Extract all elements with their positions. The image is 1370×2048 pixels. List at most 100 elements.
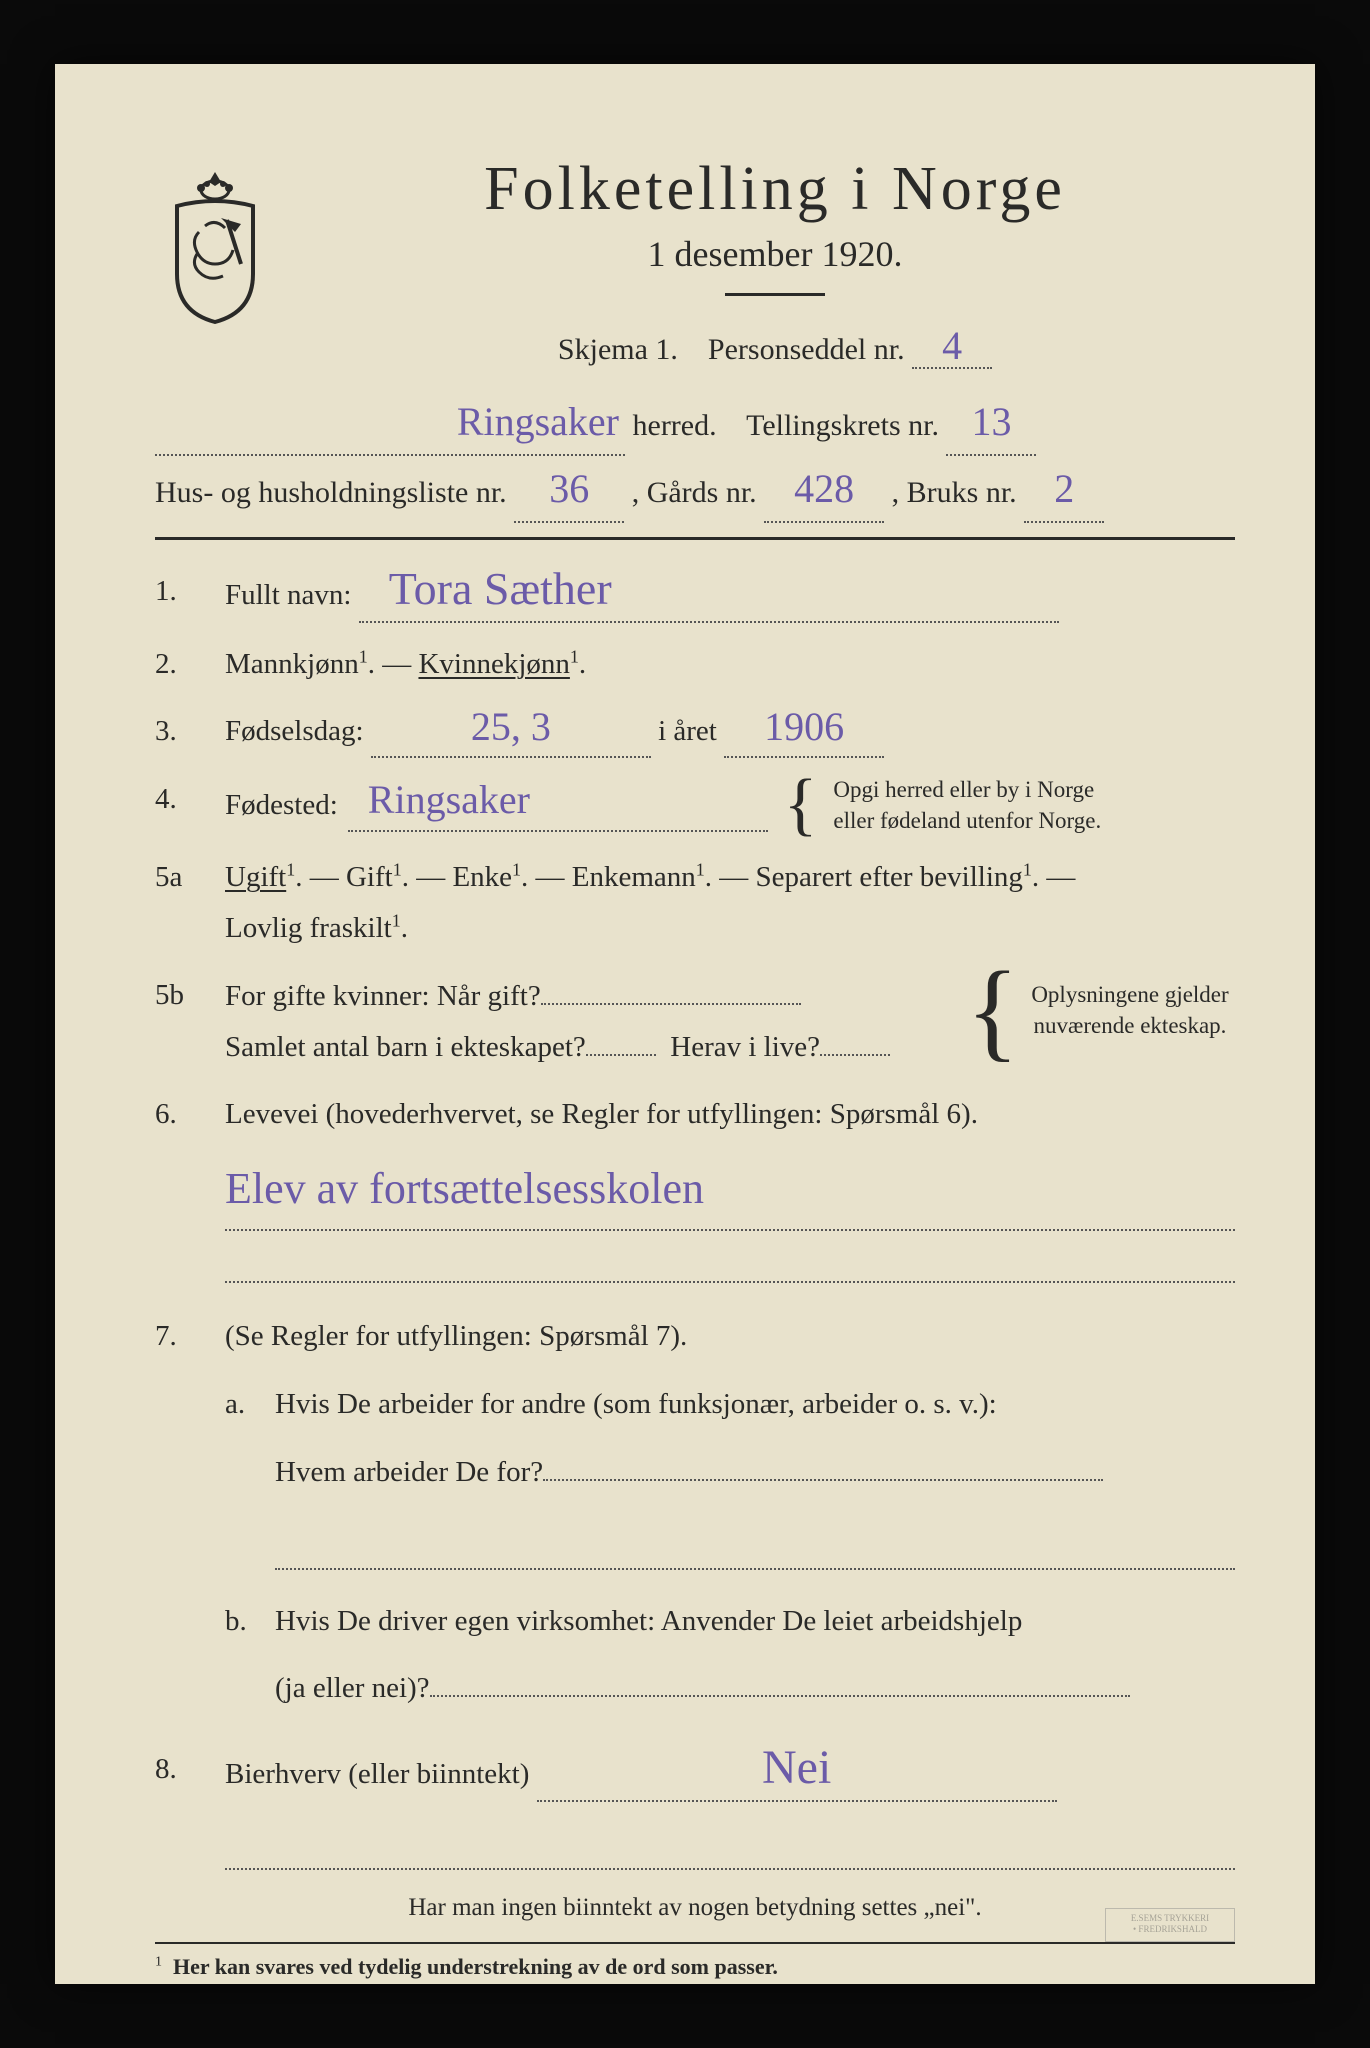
gards-nr: 428 (794, 469, 854, 509)
q5b-note: Oplysningene gjelder nuværende ekteskap. (1025, 979, 1235, 1041)
q5b-sidenote: { Oplysningene gjelder nuværende ekteska… (960, 966, 1235, 1054)
subtitle: 1 desember 1920. (315, 233, 1235, 275)
printer-stamp: E.SEMS TRYKKERI• FREDRIKSHALD (1105, 1908, 1235, 1942)
personseddel-nr: 4 (942, 326, 962, 366)
personseddel-nr-field: 4 (912, 326, 992, 369)
herred-suffix: herred. (633, 409, 717, 442)
q7b-text2: (ja eller nei)? (275, 1672, 430, 1704)
skjema-line: Skjema 1. Personseddel nr. 4 (315, 326, 1235, 369)
q6-blank (225, 1239, 1235, 1283)
q5a-opt2: Enke (452, 861, 512, 893)
q2-num: 2. (155, 639, 225, 690)
q3-mid: i året (658, 715, 724, 747)
footnote-rule (155, 1942, 1235, 1944)
q1-field: Tora Sæther (359, 566, 1059, 623)
husliste-field: 36 (514, 464, 624, 523)
q8: 8. Bierhverv (eller biinntekt) Nei (155, 1744, 1235, 1882)
q6: 6. Levevei (hovederhvervet, se Regler fo… (155, 1089, 1235, 1295)
q1-value: Tora Sæther (389, 566, 612, 612)
q5a-opt1: Gift (346, 861, 393, 893)
q2-dash: — (382, 648, 418, 680)
divider-top (155, 537, 1235, 540)
q4-label: Fødested: (225, 780, 338, 831)
q5b-num: 5b (155, 970, 225, 1073)
footnote-text: Her kan svares ved tydelig understreknin… (173, 1954, 778, 1979)
q1: 1. Fullt navn: Tora Sæther (155, 566, 1235, 623)
q5a-opt4: Separert efter bevilling (756, 861, 1023, 893)
herred-field: Ringsaker (155, 397, 625, 456)
q2: 2. Mannkjønn1. — Kvinnekjønn1. (155, 639, 1235, 690)
q6-value: Elev av fortsættelsesskolen (225, 1150, 1235, 1231)
q5b-l1: For gifte kvinner: Når gift? (225, 980, 541, 1012)
tellingskrets-field: 13 (946, 397, 1036, 456)
q3-day: 25, 3 (471, 707, 551, 747)
q8-num: 8. (155, 1744, 225, 1882)
title-block: Folketelling i Norge 1 desember 1920. Sk… (315, 154, 1235, 387)
q4-field: Ringsaker (348, 779, 768, 832)
hint-text: Har man ingen biinntekt av nogen betydni… (155, 1894, 1235, 1922)
q3: 3. Fødselsdag: 25, 3 i året 1906 (155, 706, 1235, 759)
footnote: 1 Her kan svares ved tydelig understrekn… (155, 1954, 1235, 1980)
q8-field: Nei (537, 1744, 1057, 1802)
husliste-line: Hus- og husholdningsliste nr. 36 , Gårds… (155, 464, 1235, 523)
q7a-blank (275, 1526, 1235, 1570)
husliste-label: Hus- og husholdningsliste nr. (155, 476, 507, 509)
q5a-opt0: Ugift (225, 861, 286, 893)
q3-day-field: 25, 3 (371, 706, 651, 759)
brace-icon: { (966, 966, 1019, 1054)
q1-label: Fullt navn: (225, 579, 351, 611)
form-body: 1. Fullt navn: Tora Sæther 2. Mannkjønn1… (155, 566, 1235, 1922)
skjema-label: Skjema 1. (558, 333, 678, 366)
q6-num: 6. (155, 1089, 225, 1295)
q4-num: 4. (155, 774, 225, 836)
q7-num: 7. (155, 1311, 225, 1728)
tellingskrets-label: Tellingskrets nr. (746, 409, 939, 442)
brace-icon: { (784, 777, 818, 833)
q7b: b. Hvis De driver egen virksomhet: Anven… (225, 1596, 1235, 1714)
census-form-page: Folketelling i Norge 1 desember 1920. Sk… (55, 64, 1315, 1984)
q4-value: Ringsaker (368, 780, 530, 820)
q8-value: Nei (762, 1744, 831, 1792)
q5b-l2: Samlet antal barn i ekteskapet? (225, 1031, 586, 1063)
herred-line: Ringsaker herred. Tellingskrets nr. 13 (155, 397, 1235, 456)
coat-of-arms-icon (155, 164, 275, 324)
q3-num: 3. (155, 706, 225, 759)
q3-year: 1906 (764, 707, 844, 747)
q3-year-field: 1906 (724, 706, 884, 759)
bruks-label: , Bruks nr. (892, 476, 1017, 509)
q7b-letter: b. (225, 1596, 275, 1714)
husliste-nr: 36 (549, 469, 589, 509)
q4: 4. Fødested: Ringsaker { Opgi herred ell… (155, 774, 1235, 836)
q7-label: (Se Regler for utfyllingen: Spørsmål 7). (225, 1311, 1235, 1362)
gards-field: 428 (764, 464, 884, 523)
header: Folketelling i Norge 1 desember 1920. Sk… (155, 154, 1235, 387)
q3-label: Fødselsdag: (225, 715, 364, 747)
q5a-opt5: Lovlig fraskilt (225, 912, 392, 944)
tellingskrets-nr: 13 (971, 402, 1011, 442)
q1-num: 1. (155, 566, 225, 623)
q7a-text2: Hvem arbeider De for? (275, 1456, 543, 1488)
bruks-field: 2 (1024, 464, 1104, 523)
q8-blank (225, 1826, 1235, 1870)
herred-value: Ringsaker (457, 402, 619, 442)
q5b: 5b { Oplysningene gjelder nuværende ekte… (155, 970, 1235, 1073)
q8-label: Bierhverv (eller biinntekt) (225, 1758, 529, 1790)
main-title: Folketelling i Norge (315, 154, 1235, 225)
q7a: a. Hvis De arbeider for andre (som funks… (225, 1379, 1235, 1581)
q5a-num: 5a (155, 852, 225, 954)
title-rule (725, 293, 825, 296)
q2-mann: Mannkjønn (225, 648, 359, 680)
q4-note: Opgi herred eller by i Norge eller fødel… (833, 774, 1113, 836)
q5b-l3: Herav i live? (670, 1031, 820, 1063)
gards-label: , Gårds nr. (632, 476, 757, 509)
q5a: 5a Ugift1. — Gift1. — Enke1. — Enkemann1… (155, 852, 1235, 954)
q7: 7. (Se Regler for utfyllingen: Spørsmål … (155, 1311, 1235, 1728)
bruks-nr: 2 (1054, 469, 1074, 509)
q5a-opt3: Enkemann (572, 861, 696, 893)
q7a-text1: Hvis De arbeider for andre (som funksjon… (275, 1379, 1235, 1430)
personseddel-label: Personseddel nr. (708, 333, 905, 366)
q7a-letter: a. (225, 1379, 275, 1581)
q2-kvinne: Kvinnekjønn (418, 648, 569, 680)
q7b-text1: Hvis De driver egen virksomhet: Anvender… (275, 1596, 1235, 1647)
q6-label: Levevei (hovederhvervet, se Regler for u… (225, 1098, 978, 1130)
